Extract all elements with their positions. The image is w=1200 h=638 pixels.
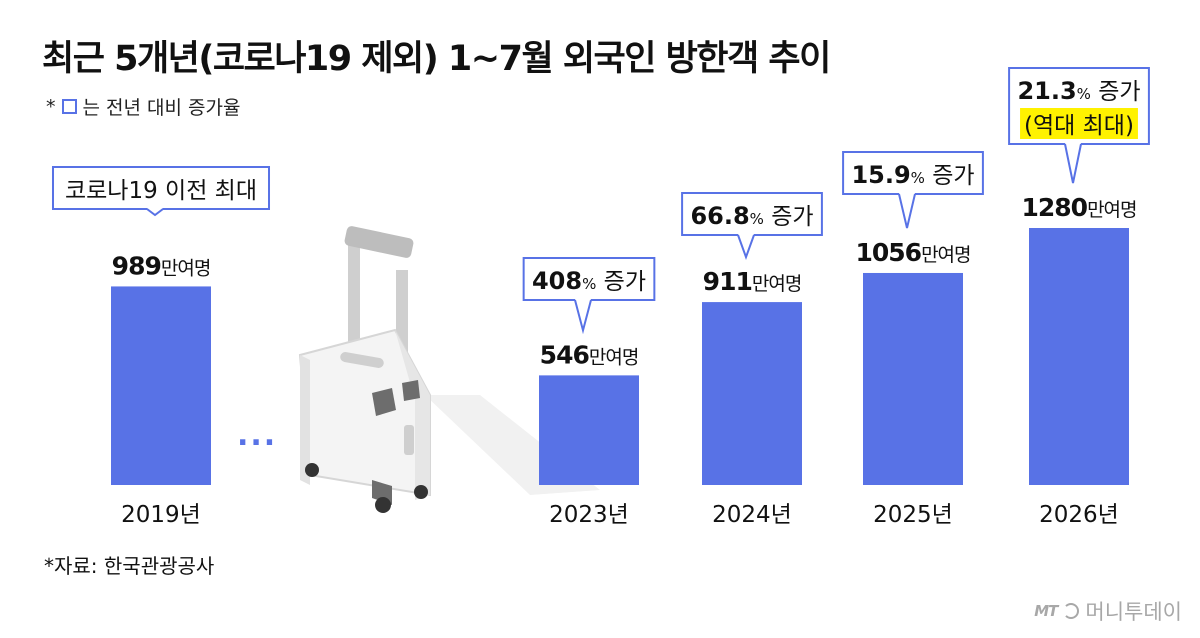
watermark-text: 머니투데이 bbox=[1085, 600, 1182, 624]
data-label-value: 989 bbox=[112, 251, 161, 280]
data-label: 1056만여명 bbox=[855, 238, 970, 267]
data-label-unit: 만여명 bbox=[752, 273, 801, 295]
growth-percent-sign: % bbox=[1077, 85, 1091, 103]
growth-percent-sign: % bbox=[750, 210, 764, 228]
callout-pointer bbox=[146, 208, 164, 217]
data-label-unit: 만여명 bbox=[921, 244, 970, 266]
callout-pointer bbox=[898, 193, 916, 229]
data-label-value: 546 bbox=[540, 340, 590, 369]
growth-value: 15.9 bbox=[851, 161, 910, 189]
x-tick-label: 2023년 bbox=[549, 502, 629, 528]
growth-word: 증가 bbox=[1091, 79, 1141, 105]
data-label: 911만여명 bbox=[703, 267, 802, 296]
bar bbox=[1029, 228, 1129, 485]
watermark: MT 머니투데이 bbox=[1034, 596, 1182, 626]
ellipsis-gap: ... bbox=[237, 418, 278, 453]
callout-pointer-fill bbox=[1065, 143, 1081, 183]
callout-box bbox=[681, 192, 823, 236]
callout-pointer-fill bbox=[575, 299, 591, 331]
data-label: 989만여명 bbox=[112, 251, 211, 280]
bar bbox=[863, 272, 963, 485]
callout-pointer-fill bbox=[899, 193, 915, 228]
growth-value: 21.3 bbox=[1017, 77, 1076, 105]
page-title: 최근 5개년(코로나19 제외) 1~7월 외국인 방한객 추이 bbox=[42, 39, 831, 79]
callout-box bbox=[842, 151, 984, 195]
bar bbox=[539, 375, 639, 485]
callout-text: 408% 증가 bbox=[532, 267, 646, 295]
source-note: *자료: 한국관광공사 bbox=[44, 554, 215, 578]
callout-pointer-fill bbox=[147, 208, 163, 215]
callout-text: 21.3% 증가 bbox=[1017, 77, 1140, 105]
x-tick-label: 2026년 bbox=[1039, 502, 1119, 528]
callout-pointer bbox=[574, 299, 592, 335]
legend-note: * 는 전년 대비 증가율 bbox=[46, 93, 240, 120]
callout-pointer bbox=[1064, 143, 1082, 184]
data-label-value: 1056 bbox=[855, 238, 921, 267]
callout-text: 66.8% 증가 bbox=[690, 202, 813, 230]
callout-pointer-fill bbox=[738, 234, 754, 258]
data-label-unit: 만여명 bbox=[589, 346, 638, 368]
bar bbox=[702, 302, 802, 485]
callout-text: (역대 최대) bbox=[1024, 113, 1134, 139]
x-tick-label: 2024년 bbox=[712, 502, 792, 528]
callout-text: 15.9% 증가 bbox=[851, 161, 974, 189]
callout-square-icon bbox=[61, 99, 77, 114]
callout-box bbox=[522, 257, 656, 301]
highlight-marker bbox=[1020, 108, 1138, 139]
growth-word: 증가 bbox=[596, 269, 646, 295]
growth-percent-sign: % bbox=[582, 275, 596, 293]
callout-pointer bbox=[737, 234, 755, 261]
data-label-unit: 만여명 bbox=[1087, 199, 1136, 221]
growth-percent-sign: % bbox=[911, 169, 925, 187]
callout-text: 코로나19 이전 최대 bbox=[65, 178, 257, 204]
growth-word: 증가 bbox=[764, 204, 814, 230]
bar bbox=[111, 286, 211, 485]
logo-ring-icon bbox=[1063, 603, 1080, 619]
data-label-unit: 만여명 bbox=[161, 257, 210, 279]
data-label: 1280만여명 bbox=[1021, 193, 1136, 222]
growth-word: 증가 bbox=[925, 163, 975, 189]
data-label-value: 1280 bbox=[1021, 193, 1087, 222]
x-tick-label: 2019년 bbox=[121, 502, 201, 528]
x-tick-label: 2025년 bbox=[873, 502, 953, 528]
note-asterisk: * bbox=[46, 95, 56, 118]
data-label-value: 911 bbox=[703, 267, 752, 296]
data-label: 546만여명 bbox=[540, 340, 639, 369]
mt-logo: MT bbox=[1034, 602, 1058, 620]
note-text: 는 전년 대비 증가율 bbox=[82, 97, 241, 119]
growth-value: 66.8 bbox=[690, 202, 749, 230]
growth-value: 408 bbox=[532, 267, 582, 295]
